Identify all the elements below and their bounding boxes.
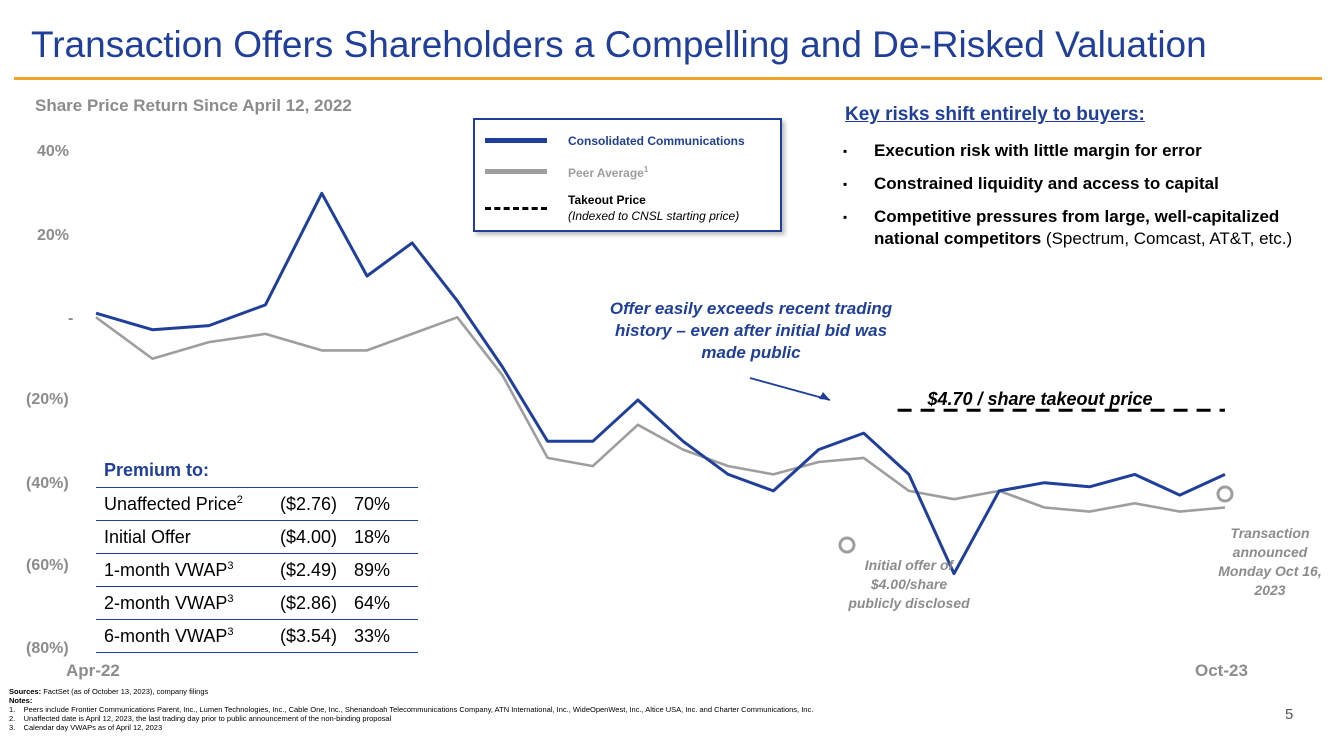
page-title: Transaction Offers Shareholders a Compel… [31,24,1207,65]
risk-item: ▪ Execution risk with little margin for e… [843,141,1202,160]
note-line: 1. Peers include Frontier Communications… [9,705,814,714]
x-tick-label: Oct-23 [1195,661,1248,680]
sources-line: Sources: FactSet (as of October 13, 2023… [9,687,209,696]
risks-list: ▪ Execution risk with little margin for e… [843,140,1303,261]
premium-pct: 89% [354,553,418,587]
chart-title: Share Price Return Since April 12, 2022 [35,96,352,115]
notes-label: Notes: [9,696,33,705]
offer-annotation: Offer easily exceeds recent trading hist… [609,299,893,362]
premium-pct: 33% [354,619,418,653]
series-line-consolidated-communications [95,191,1226,576]
legend-sublabel-takeout: (Indexed to CNSL starting price) [568,209,740,223]
premium-pct: 18% [354,520,418,554]
table-row: Unaffected Price2 ($2.76) 70% [96,487,418,521]
premium-price: ($4.00) [280,520,354,554]
premium-price: ($2.49) [280,553,354,587]
table-row: Initial Offer ($4.00) 18% [96,520,418,554]
table-row: 1-month VWAP3 ($2.49) 89% [96,553,418,587]
initial-offer-marker [838,536,856,554]
premium-price: ($2.86) [280,586,354,620]
premium-price: ($2.76) [280,487,354,521]
transaction-marker [1216,485,1234,503]
risks-title: Key risks shift entirely to buyers: [845,104,1145,125]
premium-price: ($3.54) [280,619,354,653]
y-tick-label: (60%) [26,557,69,574]
premium-label: 6-month VWAP3 [96,619,280,653]
offer-arrow [749,377,831,401]
premium-title: Premium to: [104,460,210,480]
y-tick-label: (40%) [26,475,69,492]
page-number: 5 [1285,706,1294,723]
offer-arrowhead [819,392,830,400]
y-tick-label: 40% [37,143,70,160]
premium-label: Unaffected Price2 [96,487,280,521]
premium-table: Unaffected Price2 ($2.76) 70% Initial Of… [96,487,418,653]
x-tick-label: Apr-22 [66,661,120,680]
premium-pct: 70% [354,487,418,521]
legend-swatch-takeout [485,207,547,210]
chart-legend: Consolidated Communications Peer Average… [473,118,782,232]
risk-item: ▪ Constrained liquidity and access to cap… [843,174,1219,193]
y-tick-label: - [68,310,74,327]
legend-swatch-cnsl [485,138,547,143]
title-divider [14,77,1322,80]
legend-label-cnsl: Consolidated Communications [568,134,745,148]
initial-offer-annotation: Initial offer of $4.00/share publicly di… [848,557,970,611]
transaction-annotation: Transaction announced Monday Oct 16, 202… [1218,525,1322,598]
series-line-peer-average [95,315,1226,513]
y-tick-label: (80%) [26,640,69,657]
legend-swatch-peer [485,169,547,174]
note-line: 3. Calendar day VWAPs as of April 12, 20… [9,723,163,732]
note-line: 2. Unaffected date is April 12, 2023, th… [9,714,392,723]
premium-label: Initial Offer [96,520,280,554]
premium-pct: 64% [354,586,418,620]
footnotes: Sources: FactSet (as of October 13, 2023… [9,687,1159,732]
table-row: 2-month VWAP3 ($2.86) 64% [96,586,418,620]
legend-label-peer: Peer Average1 [568,165,649,180]
takeout-price-label: $4.70 / share takeout price [927,389,1153,409]
premium-label: 1-month VWAP3 [96,553,280,587]
y-tick-label: 20% [37,227,70,244]
table-row: 6-month VWAP3 ($3.54) 33% [96,619,418,653]
y-tick-label: (20%) [26,391,69,408]
risk-item: ▪ Competitive pressures from large, well-… [843,207,1293,248]
legend-label-takeout: Takeout Price [568,193,646,207]
premium-label: 2-month VWAP3 [96,586,280,620]
